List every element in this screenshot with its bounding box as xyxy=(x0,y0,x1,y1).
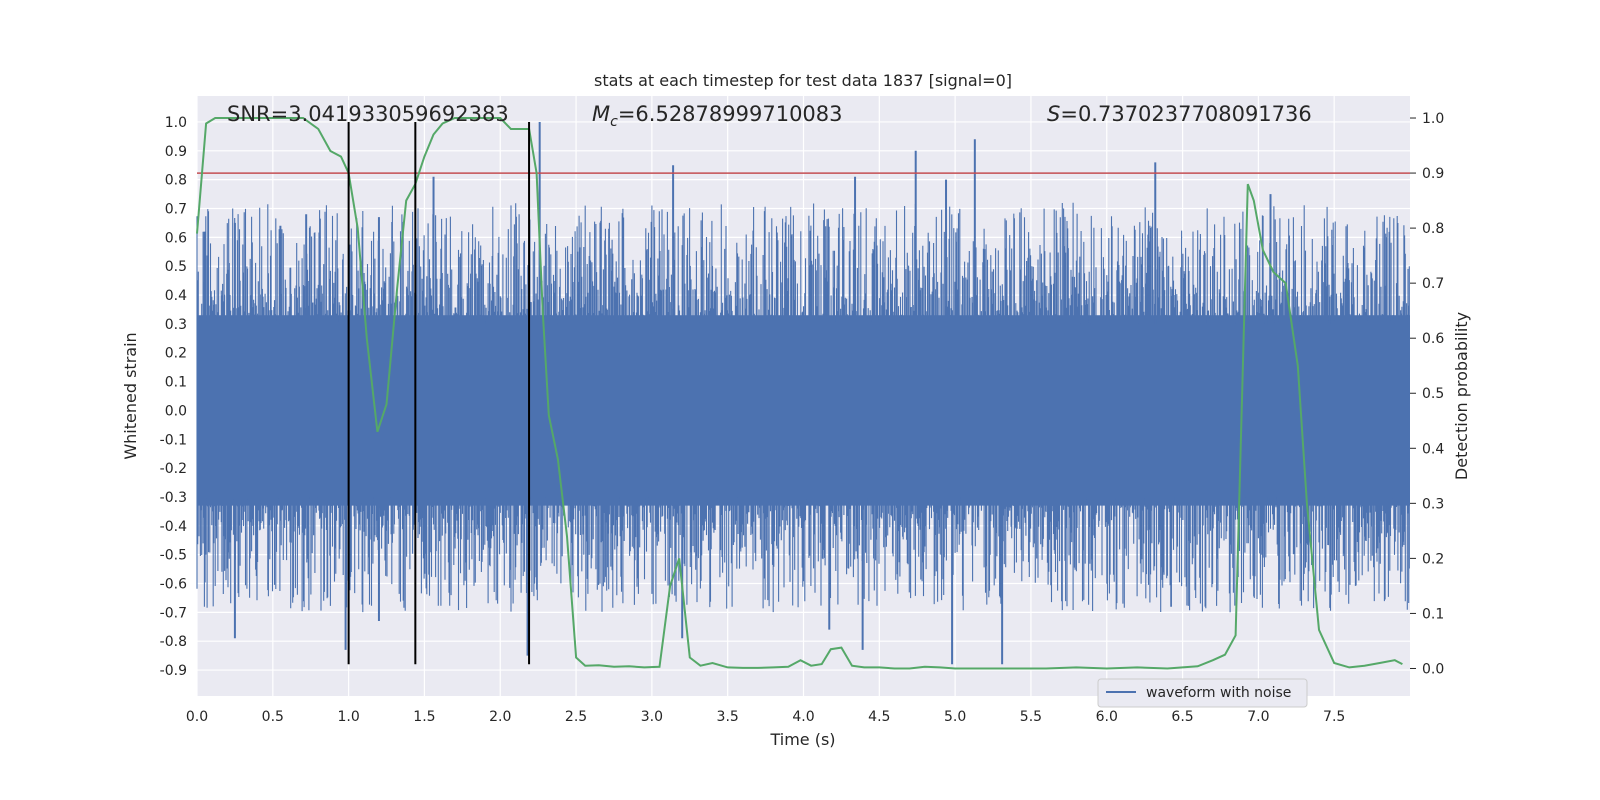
y-axis-label-left: Whitened strain xyxy=(121,332,140,459)
y-tick-label-left: 0.4 xyxy=(165,288,187,304)
y-tick-label-left: 0.7 xyxy=(165,202,187,218)
mc-value: =6.52878999710083 xyxy=(618,102,843,126)
y-tick-label-left: -0.4 xyxy=(160,519,187,535)
x-tick-label: 4.5 xyxy=(868,709,890,725)
probability-line xyxy=(196,117,1403,670)
legend: waveform with noise xyxy=(1097,678,1308,708)
x-tick-label: 3.0 xyxy=(641,709,663,725)
x-tick-label: 7.5 xyxy=(1323,709,1345,725)
y-tick-label-right: 0.2 xyxy=(1422,551,1444,567)
vertical-markers xyxy=(347,121,531,665)
y-ticks-right: 1.0 0.9 0.8 0.7 0.6 0.5 0.4 0.3 0.2 0.1 0.0 xyxy=(1410,111,1444,677)
waveform-series xyxy=(196,121,1410,665)
x-tick-label: 1.0 xyxy=(337,709,359,725)
x-tick-label: 2.5 xyxy=(565,709,587,725)
snr-annotation: SNR=3.041933059692383 xyxy=(227,102,509,126)
s-value: =0.7370237708091736 xyxy=(1060,102,1311,126)
y-tick-label-left: -0.5 xyxy=(160,548,187,564)
y-tick-label-right: 1.0 xyxy=(1422,111,1444,127)
y-tick-label-right: 0.7 xyxy=(1422,276,1444,292)
y-tick-label-right: 0.0 xyxy=(1422,661,1444,677)
x-tick-label: 3.5 xyxy=(717,709,739,725)
legend-box xyxy=(1097,678,1308,708)
x-tick-label: 6.5 xyxy=(1171,709,1193,725)
y-tick-label-left: 0.9 xyxy=(165,144,187,160)
y-tick-label-left: 0.2 xyxy=(165,346,187,362)
y-tick-label-left: 0.5 xyxy=(165,259,187,275)
x-tick-label: 0.5 xyxy=(262,709,284,725)
y-tick-label-right: 0.1 xyxy=(1422,606,1444,622)
y-tick-label-left: -0.8 xyxy=(160,634,187,650)
y-tick-label-left: 0.8 xyxy=(165,173,187,189)
probability-series xyxy=(196,117,1403,670)
y-tick-label-right: 0.8 xyxy=(1422,221,1444,237)
x-tick-label: 0.0 xyxy=(186,709,208,725)
y-tick-label-right: 0.4 xyxy=(1422,441,1444,457)
x-axis-label: Time (s) xyxy=(769,730,835,749)
x-tick-label: 2.0 xyxy=(489,709,511,725)
chart-title: stats at each timestep for test data 183… xyxy=(594,71,1012,90)
y-tick-label-left: 0.1 xyxy=(165,375,187,391)
x-tick-label: 1.5 xyxy=(413,709,435,725)
y-tick-label-left: -0.2 xyxy=(160,461,187,477)
y-tick-label-left: 0.3 xyxy=(165,317,187,333)
x-tick-label: 6.0 xyxy=(1096,709,1118,725)
mc-annotation: Mc=6.52878999710083 xyxy=(592,102,843,130)
y-tick-label-left: 1.0 xyxy=(165,115,187,131)
y-tick-label-right: 0.9 xyxy=(1422,166,1444,182)
y-tick-label-left: -0.7 xyxy=(160,605,187,621)
y-tick-label-left: 0.0 xyxy=(165,403,187,419)
y-tick-label-left: -0.9 xyxy=(160,663,187,679)
y-ticks-left: 1.0 0.9 0.8 0.7 0.6 0.5 0.4 0.3 0.2 0.1 0.0 -0.1 -0.… xyxy=(160,115,187,679)
y-tick-label-right: 0.5 xyxy=(1422,386,1444,402)
legend-label-waveform: waveform with noise xyxy=(1146,685,1291,701)
y-tick-label-right: 0.3 xyxy=(1422,496,1444,512)
s-symbol: S xyxy=(1047,102,1060,126)
mc-subscript: c xyxy=(610,114,618,130)
x-tick-label: 5.0 xyxy=(944,709,966,725)
y-tick-label-right: 0.6 xyxy=(1422,331,1444,347)
x-ticks: 0.0 0.5 1.0 1.5 2.0 2.5 3.0 3.5 4.0 4.5 5.0 5.5 6.0 6… xyxy=(186,709,1345,725)
y-tick-label-left: -0.6 xyxy=(160,577,187,593)
y-tick-label-left: 0.6 xyxy=(165,230,187,246)
waveform-spikes xyxy=(196,202,1410,613)
y-tick-label-left: -0.1 xyxy=(160,432,187,448)
x-tick-label: 7.0 xyxy=(1247,709,1269,725)
y-axis-label-right: Detection probability xyxy=(1452,312,1471,480)
y-tick-label-left: -0.3 xyxy=(160,490,187,506)
mc-symbol: M xyxy=(592,102,610,126)
x-tick-label: 5.5 xyxy=(1020,709,1042,725)
x-tick-label: 4.0 xyxy=(792,709,814,725)
s-annotation: S=0.7370237708091736 xyxy=(1047,102,1312,126)
